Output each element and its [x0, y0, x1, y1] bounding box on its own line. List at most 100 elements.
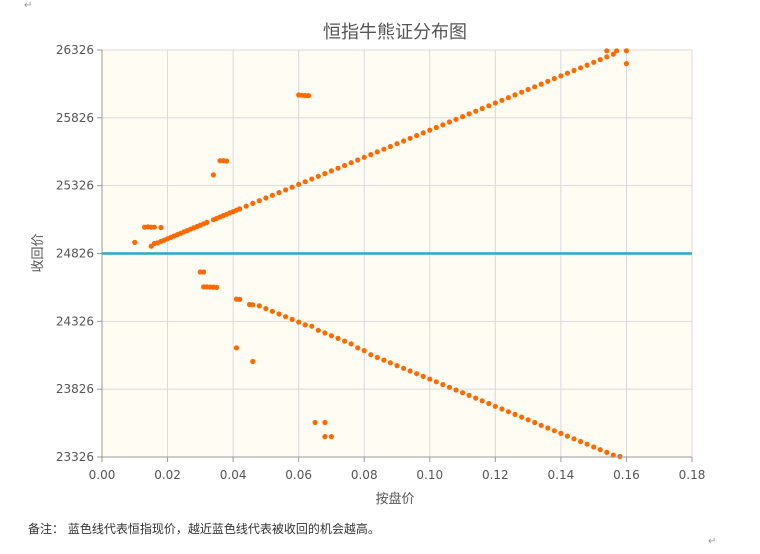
data-point-bull [453, 116, 459, 122]
x-tick-label: 0.08 [351, 468, 378, 482]
data-point-bull [322, 171, 328, 177]
data-point-bull [401, 138, 407, 144]
data-point-bull [348, 160, 354, 166]
data-point-bear [237, 296, 243, 302]
data-point-bear [597, 447, 603, 453]
data-point-bear [387, 360, 393, 366]
data-point-bull [512, 92, 518, 98]
data-point-bear [256, 303, 262, 309]
data-point-bull [614, 48, 620, 54]
y-tick-label: 23826 [56, 382, 94, 396]
data-point-bull [289, 184, 295, 190]
y-tick-label: 24826 [56, 247, 94, 261]
data-point-bull [584, 62, 590, 68]
x-tick-labels: 0.00 0.02 0.04 0.06 0.08 0.10 0.12 0.14 0.16 0.18 [89, 457, 706, 482]
data-point-bull [525, 86, 531, 93]
data-point-bull [342, 162, 348, 169]
data-point-bull [623, 61, 630, 67]
data-point-bull [571, 67, 577, 74]
data-point-bull [479, 105, 485, 112]
data-point-bull [420, 130, 426, 136]
data-point-bull [394, 141, 400, 147]
data-point-bear [551, 428, 557, 434]
data-point-bull [368, 152, 374, 158]
data-point-bear [322, 330, 328, 336]
x-tick-label: 0.00 [89, 468, 116, 482]
data-point-bull [381, 146, 387, 152]
data-point-bear [492, 403, 498, 409]
data-point-bull [610, 51, 616, 57]
data-point-bear [315, 327, 321, 333]
data-point-bear [460, 390, 466, 396]
data-point-bear [446, 384, 452, 390]
data-point-bear [250, 358, 256, 365]
data-point-bull [407, 135, 413, 141]
data-point-bear [578, 438, 584, 445]
data-point-bull [486, 103, 492, 109]
y-axis-label: 收回价 [31, 233, 46, 272]
data-point-bear [401, 365, 407, 371]
data-point-bear [525, 417, 531, 423]
data-point-bear [214, 284, 220, 290]
data-point-bull [545, 78, 551, 84]
data-point-bull [538, 81, 544, 87]
data-point-bull [204, 219, 210, 225]
y-tick-labels: 23326 23826 24326 24826 25326 25826 26326 [56, 43, 102, 464]
data-point-bull [532, 84, 538, 90]
x-tick-label: 0.18 [679, 468, 706, 482]
data-point-bear [479, 398, 485, 404]
data-point-bear [532, 419, 538, 426]
data-point-bear [328, 333, 334, 339]
data-point-bear [381, 357, 387, 363]
data-point-bull [315, 173, 321, 179]
x-tick-label: 0.02 [154, 468, 181, 482]
x-tick-label: 0.12 [482, 468, 509, 482]
data-point-bull [210, 172, 216, 178]
data-point-bear [564, 433, 571, 439]
data-point-bear [355, 345, 361, 351]
data-point-bull [263, 195, 269, 201]
data-point-bear [473, 395, 479, 401]
data-point-bull [328, 168, 334, 174]
data-point-bull [499, 97, 505, 103]
data-point-bear [571, 436, 577, 442]
data-point-bull [243, 203, 249, 209]
data-point-bear [512, 411, 518, 417]
data-point-bear [342, 338, 348, 344]
data-point-bull [414, 133, 420, 139]
data-point-bear [538, 422, 544, 428]
data-point-bull [374, 149, 380, 155]
chart-title: 恒指牛熊证分布图 [323, 22, 467, 43]
x-axis-label: 按盘价 [375, 491, 414, 507]
data-point-bull [276, 190, 282, 196]
data-point-bear [394, 363, 400, 369]
data-point-bear [584, 441, 590, 447]
data-point-bear [233, 345, 239, 351]
data-point-bull [446, 119, 452, 125]
data-point-bull [309, 176, 315, 182]
y-tick-label: 25326 [56, 179, 94, 193]
data-point-bear [312, 419, 318, 426]
data-point-bear [263, 306, 269, 312]
data-point-bear [201, 269, 207, 275]
data-point-bull [519, 89, 525, 95]
data-point-bear [269, 308, 275, 314]
footnote: 备注： 蓝色线代表恒指现价，越近蓝色线代表被收回的机会越高。 [28, 522, 380, 536]
y-tick-label: 23326 [56, 450, 94, 464]
data-point-bear [296, 319, 302, 325]
data-point-bear [322, 434, 328, 440]
data-point-bull [305, 93, 312, 99]
x-tick-label: 0.06 [285, 468, 312, 482]
data-point-bull [387, 143, 393, 150]
data-point-bear [420, 373, 426, 379]
data-point-bear [610, 452, 616, 458]
data-point-bull [578, 65, 584, 71]
data-point-bear [519, 414, 525, 420]
data-point-bear [433, 379, 439, 385]
paragraph-mark: ↵ [24, 0, 33, 11]
data-point-bull [256, 198, 262, 204]
data-point-bear [466, 392, 472, 398]
data-point-bear [545, 425, 551, 431]
data-points [132, 48, 630, 460]
data-point-bear [558, 430, 564, 436]
